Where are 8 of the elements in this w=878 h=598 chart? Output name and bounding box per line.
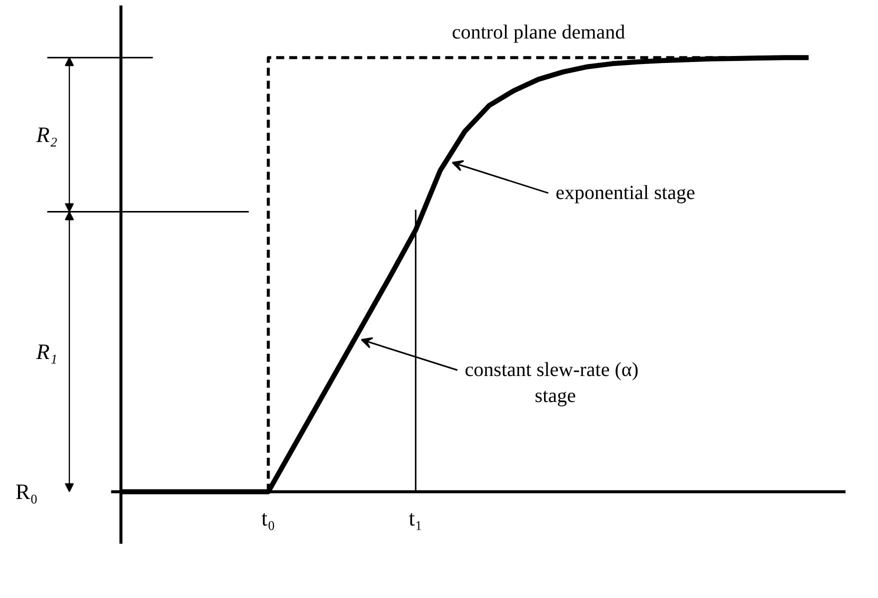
text: R₀	[16, 479, 38, 504]
x-tick-label: t₁	[408, 506, 423, 531]
text: R₁	[35, 339, 58, 364]
series-label: control plane demand	[452, 22, 626, 44]
x-tick-label: t₀	[261, 506, 276, 531]
annotation: exponential stage	[556, 182, 696, 204]
text: R₂	[35, 122, 58, 148]
annotation: constant slew-rate (α) stage	[464, 359, 639, 408]
